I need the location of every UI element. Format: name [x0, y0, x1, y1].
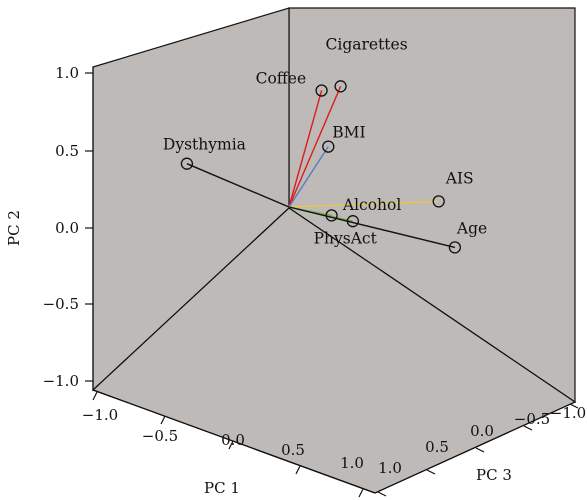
point-ais [432, 195, 445, 208]
label-alcohol: Alcohol [342, 196, 401, 214]
x-tick-labels: −1.0 −0.5 0.0 0.5 1.0 [82, 406, 364, 472]
y-tick-labels: 1.0 0.5 0.0 −0.5 −1.0 [43, 64, 79, 390]
loading-vectors [186, 86, 456, 249]
z-axis-title: PC 3 [476, 466, 512, 484]
z-axis-line [374, 401, 576, 494]
z-tick-labels: 1.0 0.5 0.0 −0.5 −1.0 [378, 404, 586, 477]
point-age [448, 241, 462, 254]
label-cigarettes: Cigarettes [326, 35, 408, 53]
y-tick-label: 0.5 [55, 142, 79, 160]
y-tick-label: 0.0 [55, 219, 79, 237]
vector-age [288, 206, 456, 249]
y-ticks [85, 72, 93, 382]
loading-labels: Cigarettes Coffee BMI Dysthymia AIS Alcohol Ph… [163, 35, 487, 247]
z-tick-label: 1.0 [378, 459, 402, 477]
vector-coffee [288, 90, 323, 208]
label-dysthymia: Dysthymia [163, 136, 246, 154]
x-tick-label: 0.5 [281, 441, 305, 459]
x-axis-line [92, 389, 376, 494]
x-axis-title: PC 1 [204, 479, 240, 497]
point-alcohol [346, 215, 360, 228]
point-cigarettes [334, 80, 347, 93]
y-tick-label: −0.5 [43, 295, 79, 313]
z-tick-label: 0.5 [425, 438, 449, 456]
vector-cigarettes [288, 86, 342, 208]
loading-points [180, 80, 462, 254]
x-tick-label: −0.5 [142, 427, 178, 445]
label-ais: AIS [445, 169, 474, 187]
point-bmi [322, 140, 335, 153]
x-tick-label: 1.0 [340, 454, 364, 472]
y-axis-title: PC 2 [5, 210, 23, 246]
y-tick-label: 1.0 [55, 64, 79, 82]
label-coffee: Coffee [256, 70, 307, 88]
point-dysthymia [180, 157, 194, 170]
point-coffee [315, 84, 328, 97]
label-age: Age [456, 219, 487, 237]
point-physact [325, 209, 338, 222]
vector-dysthymia [186, 163, 290, 208]
z-tick-label: −1.0 [550, 404, 586, 422]
x-tick-label: 0.0 [221, 431, 245, 449]
z-ticks [377, 403, 579, 497]
label-physact: PhysAct [314, 229, 378, 247]
x-tick-label: −1.0 [82, 406, 118, 424]
vector-ais [288, 200, 439, 208]
x-ticks [92, 391, 364, 498]
vector-bmi [288, 146, 329, 208]
y-tick-label: −1.0 [43, 372, 79, 390]
z-tick-label: 0.0 [470, 422, 494, 440]
label-bmi: BMI [332, 124, 365, 142]
z-tick-label: −0.5 [514, 410, 550, 428]
